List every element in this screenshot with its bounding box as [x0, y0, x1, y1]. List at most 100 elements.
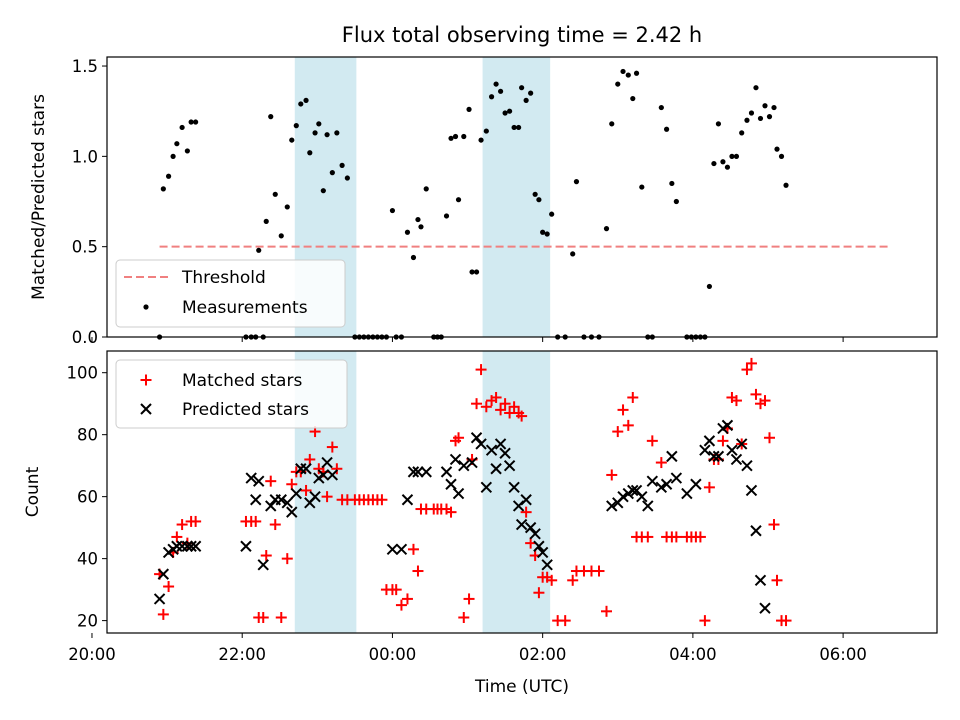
legend-measurements-label: Measurements: [182, 298, 308, 318]
predicted-star-point: [395, 543, 408, 556]
measurement-point: [389, 207, 396, 214]
measurement-point: [344, 175, 350, 181]
predicted-star-point: [681, 487, 693, 500]
predicted-star-point: [515, 518, 528, 531]
measurement-point: [766, 114, 773, 120]
matched-star-point: [475, 364, 487, 376]
measurement-point: [536, 197, 542, 203]
predicted-star-point: [309, 490, 321, 503]
top-axes-frame: [106, 56, 938, 338]
measurement-point: [783, 182, 789, 188]
legend-measurements-swatch: [143, 304, 149, 310]
measurement-point: [516, 124, 522, 131]
measurement-point: [528, 90, 534, 96]
predicted-star-point: [536, 546, 549, 559]
measurement-point: [316, 121, 322, 127]
measurement-point: [658, 104, 664, 111]
matched-star-point: [480, 401, 492, 413]
measurement-point: [410, 254, 417, 261]
measurement-point: [669, 180, 675, 187]
bottom-y-ticks: 20 40 60 80 100: [67, 364, 107, 631]
matched-star-point: [606, 469, 618, 481]
matched-star-point: [771, 574, 783, 586]
measurement-point: [630, 95, 636, 102]
predicted-star-point: [290, 487, 302, 500]
y-tick-label: 60: [77, 488, 98, 507]
predicted-star-point: [420, 466, 432, 478]
legend-x-marker: [140, 403, 152, 415]
bottom-y-axis-label: Count: [23, 466, 43, 517]
matched-star-point: [269, 519, 281, 531]
measurement-point: [293, 123, 299, 129]
x-tick-label: 20:00: [68, 645, 116, 664]
measurement-point: [415, 216, 421, 223]
predicted-star-point: [250, 494, 262, 506]
matched-star-point: [499, 398, 511, 410]
predicted-star-point: [730, 453, 743, 466]
predicted-star-point: [541, 559, 553, 571]
matched-star-point: [376, 494, 388, 506]
measurement-point: [320, 188, 326, 194]
predicted-star-point: [699, 444, 711, 456]
measurement-point: [404, 229, 411, 235]
measurement-point: [729, 153, 735, 159]
measurement-point: [762, 103, 768, 109]
matched-star-point: [176, 519, 188, 531]
y-tick-label: 1.5: [72, 57, 98, 76]
bottom-legend: Matched stars Predicted stars: [115, 359, 348, 429]
legend-matched-swatch: [140, 374, 152, 386]
matched-star-point: [300, 484, 312, 496]
matched-star-point: [759, 395, 771, 407]
measurement-point: [278, 233, 284, 239]
measurement-point: [160, 186, 166, 192]
measurement-point: [502, 110, 508, 116]
measurement-point: [724, 164, 731, 170]
measurement-point: [493, 81, 499, 87]
predicted-star-point: [721, 419, 734, 432]
predicted-star-point: [281, 497, 293, 509]
measurement-point: [188, 119, 194, 125]
x-tick-label: 04:00: [669, 645, 717, 664]
matched-star-point: [407, 543, 419, 555]
matched-star-point: [516, 410, 528, 422]
measurement-point: [312, 130, 318, 136]
predicted-star-point: [452, 487, 465, 500]
measurement-point: [303, 97, 309, 103]
top-y-ticks: 0.0 0.5 1.0 1.5: [72, 57, 107, 347]
measurement-point: [573, 179, 580, 185]
predicted-star-point: [386, 543, 399, 556]
matched-star-point: [670, 531, 682, 543]
predicted-star-point: [754, 574, 767, 587]
chart-title: Flux total observing time = 2.42 h: [342, 23, 702, 47]
shaded-band: [482, 351, 551, 633]
predicted-stars-points: [153, 419, 771, 614]
x-tick-label: 06:00: [819, 645, 867, 664]
matched-star-point: [627, 391, 639, 403]
measurement-point: [179, 124, 185, 131]
matched-star-point: [304, 453, 316, 465]
predicted-star-point: [153, 593, 166, 605]
matched-star-point: [622, 419, 634, 431]
measurement-point: [544, 231, 550, 237]
measurement-point: [452, 133, 459, 140]
top-legend: Threshold Measurements: [115, 259, 346, 328]
predicted-star-point: [741, 459, 753, 472]
matched-star-point: [655, 457, 667, 469]
measurement-point: [289, 137, 295, 143]
measurement-point: [706, 283, 713, 290]
measurement-point: [757, 115, 764, 122]
matched-star-point: [326, 441, 338, 453]
measurement-point: [720, 159, 726, 165]
predicted-star-point: [445, 478, 457, 490]
measurement-point: [771, 104, 777, 111]
measurement-point: [511, 124, 517, 131]
measurement-point: [748, 110, 755, 116]
matched-star-point: [567, 574, 579, 586]
matched-star-point: [471, 398, 483, 410]
y-tick-label: 40: [77, 550, 98, 569]
y-tick-label: 80: [77, 426, 98, 445]
y-tick-label: 0.0: [72, 328, 98, 347]
matched-star-point: [257, 612, 269, 624]
